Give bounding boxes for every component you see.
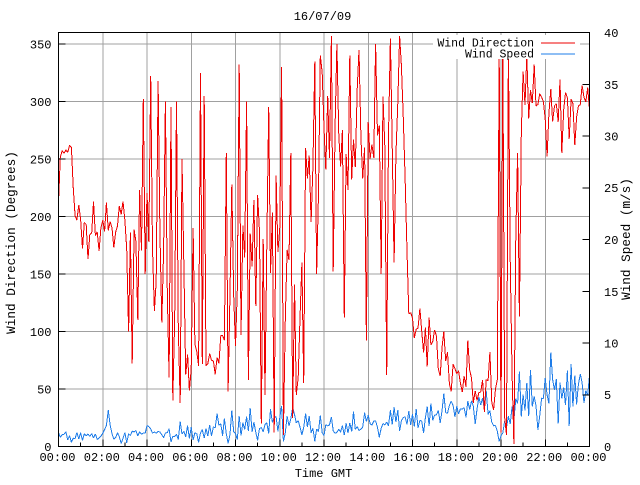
svg-text:10: 10: [604, 338, 618, 352]
svg-text:16:00: 16:00: [393, 451, 429, 465]
svg-text:04:00: 04:00: [128, 451, 164, 465]
svg-text:100: 100: [30, 326, 52, 340]
svg-text:08:00: 08:00: [216, 451, 252, 465]
svg-text:00:00: 00:00: [39, 451, 75, 465]
svg-text:Time GMT: Time GMT: [295, 467, 353, 480]
svg-text:250: 250: [30, 154, 52, 168]
svg-text:Wind Direction: Wind Direction: [437, 38, 534, 51]
svg-text:Wind Speed: Wind Speed: [465, 49, 534, 62]
svg-text:0: 0: [604, 441, 611, 455]
svg-text:25: 25: [604, 182, 618, 196]
svg-text:300: 300: [30, 96, 52, 110]
svg-text:Wind Direction (Degrees): Wind Direction (Degrees): [4, 151, 19, 334]
svg-text:00:00: 00:00: [570, 451, 606, 465]
svg-text:200: 200: [30, 211, 52, 225]
svg-text:15: 15: [604, 286, 618, 300]
svg-text:14:00: 14:00: [349, 451, 385, 465]
svg-text:150: 150: [30, 269, 52, 283]
svg-text:35: 35: [604, 79, 618, 93]
svg-text:20: 20: [604, 234, 618, 248]
svg-text:50: 50: [37, 384, 51, 398]
svg-text:40: 40: [604, 27, 618, 41]
svg-text:20:00: 20:00: [482, 451, 518, 465]
svg-text:350: 350: [30, 39, 52, 53]
svg-text:Wind Speed (m/s): Wind Speed (m/s): [619, 178, 634, 300]
svg-text:12:00: 12:00: [305, 451, 341, 465]
svg-text:5: 5: [604, 389, 611, 403]
svg-text:10:00: 10:00: [261, 451, 297, 465]
svg-text:02:00: 02:00: [84, 451, 120, 465]
svg-text:30: 30: [604, 131, 618, 145]
svg-text:0: 0: [44, 441, 51, 455]
svg-text:06:00: 06:00: [172, 451, 208, 465]
svg-text:22:00: 22:00: [526, 451, 562, 465]
svg-text:16/07/09: 16/07/09: [294, 10, 352, 24]
svg-text:18:00: 18:00: [438, 451, 474, 465]
